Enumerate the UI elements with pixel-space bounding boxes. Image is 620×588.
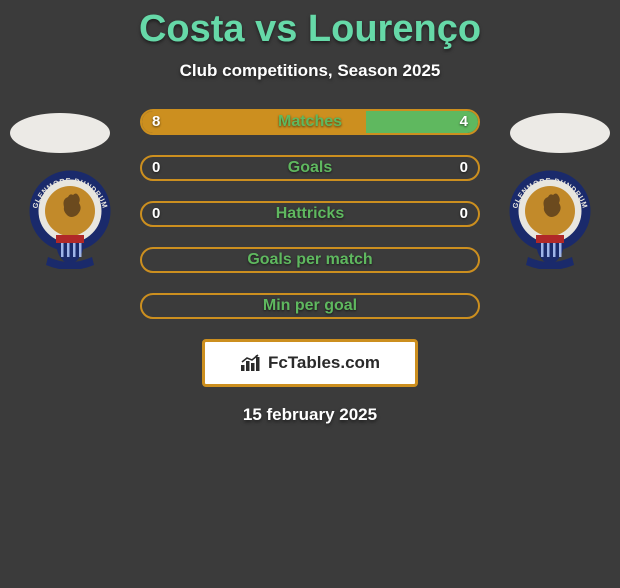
chart-icon [240,354,262,372]
stat-bar-min-per-goal: Min per goal [140,293,480,319]
club-badge-left: GLENMORE DUNDRUMF.C. [20,169,120,269]
attribution-badge: FcTables.com [202,339,418,387]
stat-bar-hattricks: Hattricks0 0 [140,201,480,227]
comparison-content: GLENMORE DUNDRUMF.C. GLENMORE DUNDRUMF.C… [0,109,620,425]
player-right-name: Lourenço [308,8,481,50]
bar-label: Min per goal [142,295,478,317]
bar-label: Goals per match [142,249,478,271]
bar-value-left: 0 [152,203,160,225]
comparison-date: 15 february 2025 [0,405,620,425]
stat-bar-goals: Goals0 0 [140,155,480,181]
bar-value-right: 4 [460,111,468,133]
bar-label: Matches [142,111,478,133]
stat-bar-goals-per-match: Goals per match [140,247,480,273]
bar-label: Goals [142,157,478,179]
player-left-avatar [10,113,110,153]
stat-bars: Matches84Goals00Hattricks00Goals per mat… [140,109,480,319]
stat-bar-matches: Matches8 4 [140,109,480,135]
bar-value-right: 0 [460,157,468,179]
player-left-name: Costa [139,8,245,50]
comparison-title: Costa vs Lourenço [0,8,620,51]
club-badge-right: GLENMORE DUNDRUMF.C. [500,169,600,269]
subtitle: Club competitions, Season 2025 [0,61,620,81]
vs-word: vs [255,8,297,50]
bar-value-left: 8 [152,111,160,133]
bar-label: Hattricks [142,203,478,225]
player-right-avatar [510,113,610,153]
bar-value-right: 0 [460,203,468,225]
bar-value-left: 0 [152,157,160,179]
attribution-text: FcTables.com [268,353,380,373]
